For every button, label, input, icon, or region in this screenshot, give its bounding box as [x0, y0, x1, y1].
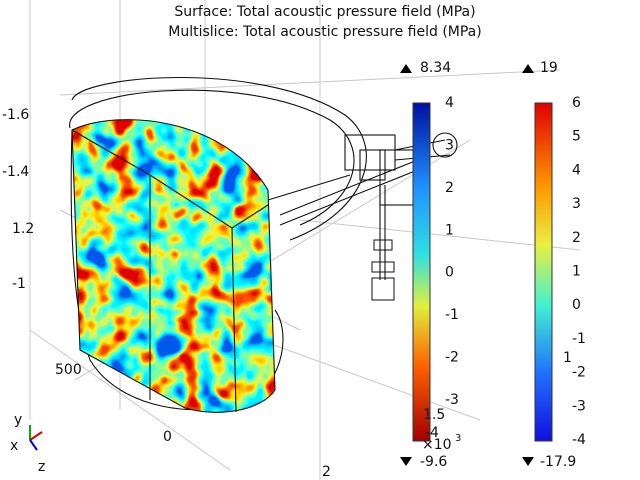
colorbar-tick-label: 2	[445, 180, 454, 196]
axis-tick-label: 1.2	[12, 221, 34, 237]
triad-label: z	[38, 459, 45, 475]
triad-label: y	[14, 412, 22, 428]
axis-tick-label: -1	[12, 276, 26, 292]
axis-tick-label: 500	[55, 362, 82, 378]
colorbar-2	[534, 102, 553, 442]
axis-tick-label: 2	[322, 464, 331, 480]
colorbar-tick-label: -2	[445, 350, 459, 366]
overlay-label: 3	[455, 433, 461, 444]
colorbar-1	[412, 102, 431, 442]
axis-tick-label: -1.4	[2, 164, 29, 180]
overlay-label: ×10	[422, 437, 452, 453]
colorbar-tick-label: 5	[572, 129, 581, 145]
colorbar-tick-label: -4	[572, 432, 586, 448]
colorbar-tick-label: 1	[572, 264, 581, 280]
colorbar-min: -17.9	[540, 454, 576, 470]
colorbar-tick-label: 2	[572, 230, 581, 246]
colorbar-tick-label: 6	[572, 95, 581, 111]
colorbar-min: -9.6	[420, 454, 447, 470]
colorbar-tick-label: -2	[572, 365, 586, 381]
title: Multislice: Total acoustic pressure fiel…	[168, 24, 481, 40]
triad	[29, 425, 43, 451]
outline	[69, 76, 431, 411]
overlay-label: 1	[563, 350, 572, 366]
colorbar-max: 8.34	[420, 60, 451, 76]
colorbar-tick-label: 4	[572, 162, 581, 178]
colorbar-tick-label: -3	[572, 398, 586, 414]
triad-label: x	[10, 438, 18, 454]
colorbar-tick-label: 3	[445, 137, 454, 153]
colorbar-max: 19	[540, 60, 558, 76]
colorbar-tick-label: 1	[445, 222, 454, 238]
pressure-surface	[72, 119, 275, 413]
title: Surface: Total acoustic pressure field (…	[174, 4, 475, 20]
colorbar-tick-label: -3	[445, 392, 459, 408]
axis-tick-label: -1.6	[2, 107, 29, 123]
axis-tick-label: 0	[163, 429, 172, 445]
colorbar-tick-label: 0	[572, 297, 581, 313]
body-edges	[71, 119, 276, 413]
overlay-label: -4	[425, 425, 439, 441]
colorbar-tick-label: 4	[445, 95, 454, 111]
colorbar-tick-label: -1	[445, 307, 459, 323]
colorbar-tick-label: -1	[572, 331, 586, 347]
colorbar-tick-label: 3	[572, 196, 581, 212]
overlay-label: 1.5	[423, 407, 445, 423]
colorbar-tick-label: 0	[445, 265, 454, 281]
